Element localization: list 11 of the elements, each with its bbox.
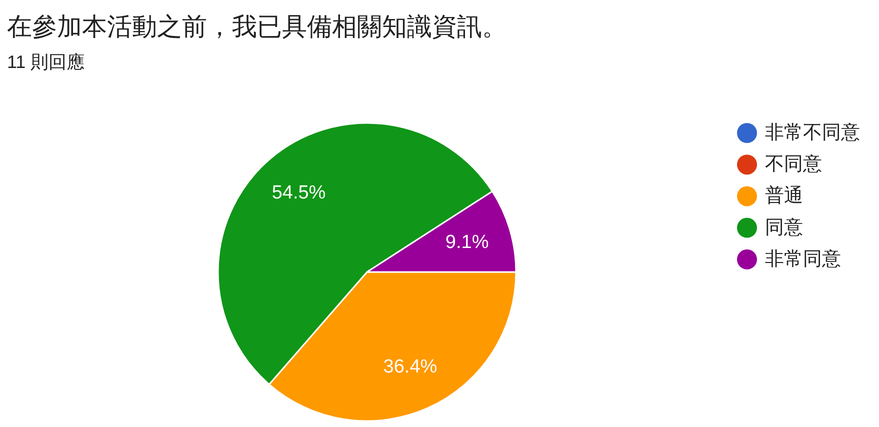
text: 11 則回應 bbox=[7, 52, 85, 72]
data-label: 36.4% bbox=[383, 356, 438, 378]
legend-label: 不同意 bbox=[765, 154, 822, 176]
legend-label: 同意 bbox=[765, 217, 803, 238]
data-label: 9.1% bbox=[445, 232, 489, 254]
legend-label: 普通 bbox=[765, 184, 803, 207]
legend-label: 非常不同意 bbox=[765, 122, 860, 144]
legend-label: 非常同意 bbox=[765, 248, 841, 270]
data-label: 54.5% bbox=[272, 182, 326, 204]
pie: 36.4% 54.5% 9.1% bbox=[217, 122, 517, 422]
chart-title: 在參加本活動之前，我已具備相關知識資訊。 bbox=[7, 13, 507, 41]
